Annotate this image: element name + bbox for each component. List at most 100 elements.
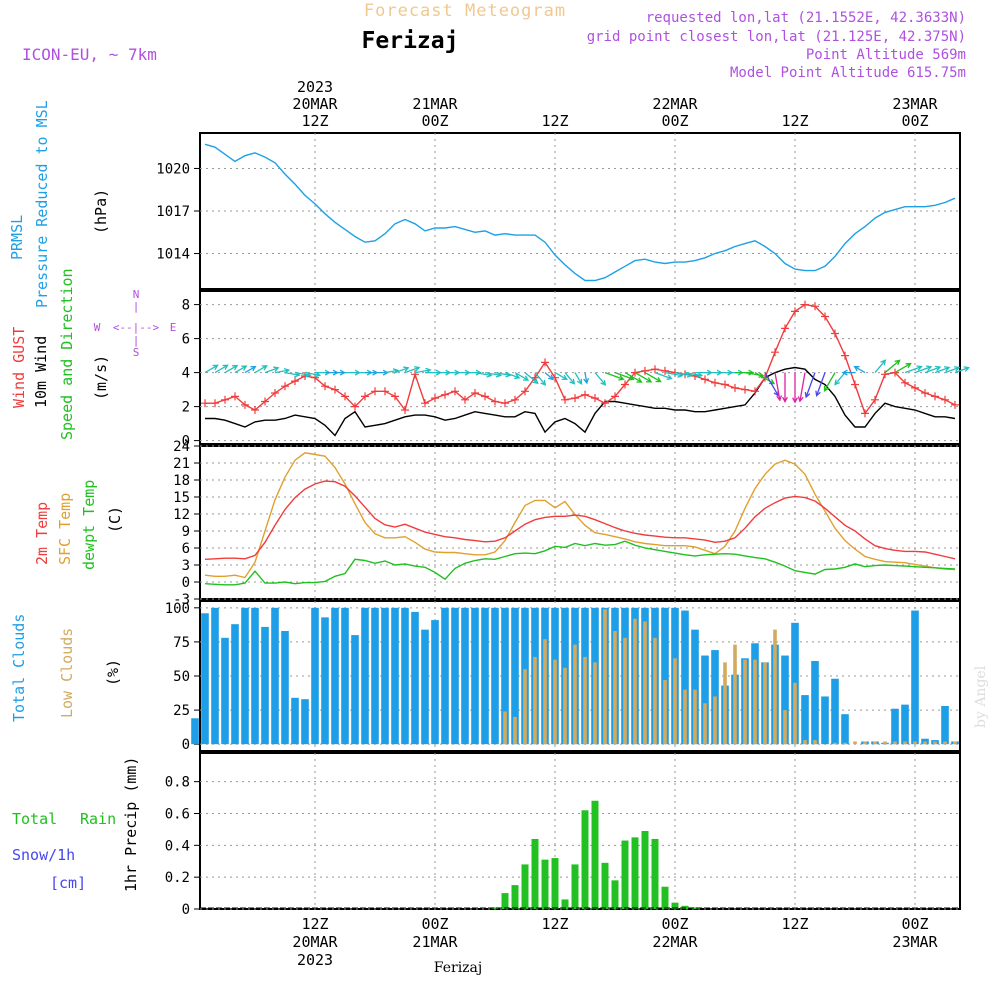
wind-arrow-shaft: [524, 372, 539, 384]
y-tick-label: 0.8: [165, 775, 190, 791]
total-cloud-bar: [831, 678, 839, 745]
wind-arrow-head: [776, 395, 783, 402]
wind-arrow-shaft: [764, 372, 779, 396]
y-tick-labels: 10141017102002468-3036912151821240255075…: [156, 161, 190, 918]
wind-arrow: [634, 372, 653, 383]
wind-arrow: [264, 366, 280, 374]
low-cloud-bar: [953, 741, 957, 745]
rain-bar: [651, 838, 659, 909]
wind-arrow-shaft: [664, 371, 683, 377]
bottom-date-label: 22MAR: [652, 933, 698, 951]
rain-bar: [501, 893, 509, 909]
low-cloud-bar: [543, 639, 547, 745]
gust-marker: [851, 380, 859, 389]
rain-bar: [621, 840, 629, 909]
gust-marker: [881, 370, 889, 379]
low-cloud-bar: [523, 669, 527, 745]
gust-marker: [461, 395, 469, 404]
wind-arrow-shaft: [294, 371, 311, 376]
wind-arrow-shaft: [384, 369, 398, 374]
low-cloud-bar: [583, 656, 587, 745]
data-marks: [191, 143, 970, 909]
total-cloud-bar: [371, 607, 379, 745]
gust-marker: [951, 400, 959, 409]
wind-arrow: [583, 372, 590, 385]
rain-bar: [551, 858, 559, 909]
top-date-label: 21MAR: [412, 95, 458, 113]
low-cloud-bar: [913, 741, 917, 745]
wind-arrow: [564, 372, 576, 385]
y-tick-label: 25: [173, 703, 190, 719]
wind-arrow-head: [583, 377, 590, 385]
panel-grids: [194, 133, 960, 910]
gust-marker: [651, 365, 659, 374]
wind-arrow-head: [696, 371, 704, 378]
total-cloud-bar: [361, 607, 369, 745]
bottom-date-label: 21MAR: [412, 933, 458, 951]
y-tick-label: 100: [165, 601, 190, 617]
total-cloud-bar: [221, 637, 229, 745]
y-tick-label: 6: [182, 332, 190, 348]
gust-marker: [921, 389, 929, 397]
wind-arrow: [204, 364, 219, 374]
gust-marker: [251, 406, 259, 414]
total-cloud-bar: [511, 607, 519, 745]
gust-marker: [291, 377, 299, 386]
y-tick-label: 75: [173, 635, 190, 651]
wind-arrow: [735, 369, 755, 376]
total-cloud-bar: [391, 607, 399, 745]
y-tick-label: 6: [182, 541, 190, 557]
bottom-hour-label: 12Z: [781, 915, 808, 933]
top-hour-label: 12Z: [541, 112, 568, 130]
wind-arrow-head: [522, 375, 530, 381]
low-cloud-bar: [733, 644, 737, 745]
wind-arrow: [544, 372, 555, 381]
point-altitude: Point Altitude 569m: [806, 47, 966, 63]
gust-marker: [241, 400, 249, 409]
wind-arrow-head: [792, 397, 798, 404]
wind-arrow-shaft: [654, 371, 672, 380]
low-cloud-bar: [693, 689, 697, 745]
wind-arrow: [554, 372, 568, 381]
total-cloud-bar: [811, 661, 819, 745]
wind-arrow-head: [618, 375, 625, 381]
wind-arrow-shaft: [823, 372, 836, 392]
wind-arrow-shaft: [484, 371, 501, 377]
wind-arrow-head: [532, 378, 539, 385]
wind-arrow-head: [853, 365, 860, 372]
total-cloud-bar: [841, 714, 849, 745]
y-tick-label: 18: [173, 473, 190, 489]
y-tick-label: 3: [182, 558, 190, 574]
gust-marker: [591, 394, 599, 403]
total-cloud-bar: [351, 635, 359, 745]
wind-arrow-head: [261, 365, 268, 371]
low-cloud-bar: [763, 662, 767, 745]
total-cloud-bar: [301, 699, 309, 745]
gust-marker: [741, 385, 749, 394]
low-cloud-bar: [903, 741, 907, 745]
wind-arrow: [954, 366, 970, 374]
model-altitude: Model Point Altitude 615.75m: [730, 65, 966, 81]
wind-arrow-shaft: [584, 372, 588, 384]
low-cloud-bar: [663, 680, 667, 745]
total-cloud-bar: [501, 607, 509, 745]
y-tick-label: -3: [173, 592, 190, 608]
rain-bar: [521, 864, 529, 909]
wind-arrow: [514, 372, 530, 381]
wind-arrow: [834, 372, 846, 386]
total-cloud-bar: [281, 631, 289, 745]
wind-arrow-head: [925, 365, 933, 371]
gust-marker: [451, 387, 459, 396]
low-cloud-bar: [723, 662, 727, 745]
wind-arrow-shaft: [304, 371, 320, 376]
wind-arrow-shaft: [674, 371, 692, 377]
wind-arrow: [914, 365, 933, 374]
wind-arrow-head: [823, 385, 830, 392]
gust-marker: [771, 348, 779, 357]
gust-marker: [511, 395, 519, 404]
gust-marker: [231, 392, 239, 401]
wind-arrow-shaft: [394, 367, 409, 374]
wind-arrow: [684, 371, 704, 378]
